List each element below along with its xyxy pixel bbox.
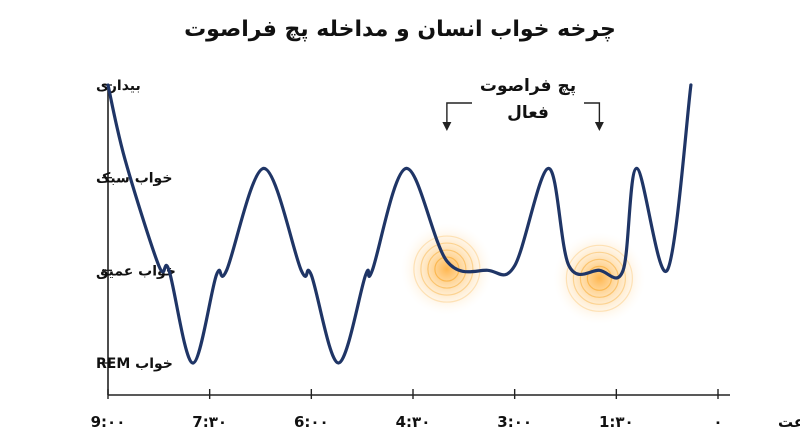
x-axis-label: ساعت: [778, 413, 800, 431]
y-level-label: خواب REM: [96, 356, 173, 372]
annotation-arrow-group: [442, 102, 604, 131]
ultrasound-glow-1: [400, 223, 493, 316]
annotation-arrow-head: [594, 122, 604, 131]
x-tick-label: ۰: [713, 413, 722, 431]
y-level-label: بیداری: [96, 78, 141, 94]
chart-title: چرخه خواب انسان و مداخله پچ فراصوت: [184, 17, 616, 42]
x-tick-group: 9:۰۰ 7:۳۰ 6:۰۰ 4:۳۰ 3:۰۰ 1:۳۰ ۰: [91, 389, 723, 431]
glow-ring: [565, 244, 633, 312]
glow-ring: [427, 249, 467, 289]
annotation-label-line1: پچ فراصوت: [480, 76, 576, 96]
x-tick-label: 9:۰۰: [91, 413, 126, 431]
annotation-arrow-line: [446, 102, 472, 126]
x-tick-label: 7:۳۰: [192, 413, 227, 431]
x-tick-label: 4:۳۰: [396, 413, 431, 431]
glow-ring: [572, 251, 626, 305]
glow-ring: [586, 265, 612, 291]
ultrasound-glow-group: [400, 223, 646, 325]
glow-ring: [420, 242, 474, 296]
y-level-label: خواب سبک: [96, 171, 172, 187]
annotation-arrow-line: [584, 102, 601, 126]
x-tick-label: 6:۰۰: [294, 413, 329, 431]
ultrasound-glow-2: [553, 232, 646, 325]
glow-ring: [413, 235, 481, 303]
annotation-arrow-head: [442, 122, 452, 131]
sleep-cycle-line: [106, 83, 693, 365]
y-tick-group: بیداری خواب سبک خواب عمیق خواب REM: [96, 78, 176, 372]
x-tick-label: 3:۰۰: [497, 413, 532, 431]
y-level-label: خواب عمیق: [96, 263, 176, 279]
annotation-label-line2: فعال: [507, 103, 549, 123]
x-tick-label: 1:۳۰: [599, 413, 634, 431]
